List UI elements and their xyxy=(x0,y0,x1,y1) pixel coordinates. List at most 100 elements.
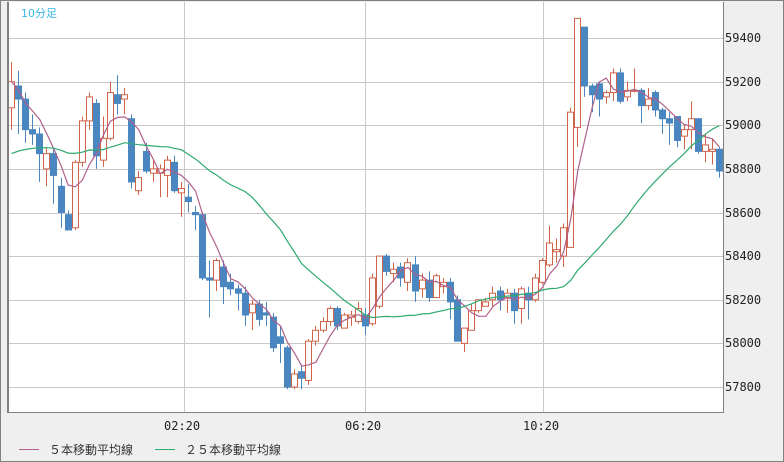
candle-down xyxy=(383,255,390,272)
candle-up xyxy=(178,188,185,194)
candle-down xyxy=(298,371,305,379)
candle-up xyxy=(532,277,539,301)
x-tick-label: 06:20 xyxy=(345,419,382,433)
candle-up xyxy=(681,129,688,137)
candle-down xyxy=(15,85,22,100)
candle-up xyxy=(461,327,468,344)
candle-up xyxy=(603,92,610,98)
candle-down xyxy=(227,281,234,290)
candle-up xyxy=(320,321,327,331)
ma5-swatch-icon xyxy=(19,449,39,450)
candle-down xyxy=(497,290,504,301)
candle-down xyxy=(397,266,404,279)
candle-up xyxy=(419,279,426,290)
candle-down xyxy=(242,292,249,316)
candle-up xyxy=(213,259,220,281)
candle-down xyxy=(659,109,666,120)
candle-up xyxy=(312,329,319,342)
candle-down xyxy=(93,102,100,157)
candle-up xyxy=(150,168,157,174)
candle-down xyxy=(589,85,596,96)
y-tick-label: 58400 xyxy=(725,249,762,264)
candle-up xyxy=(539,259,546,283)
candle-up xyxy=(709,148,716,152)
candle-down xyxy=(426,279,433,299)
ma25-line xyxy=(11,125,720,319)
candle-up xyxy=(475,299,482,312)
y-tick-label: 59000 xyxy=(725,118,762,133)
y-tick-label: 58000 xyxy=(725,336,762,351)
plot-area[interactable]: 10分足 xyxy=(7,2,724,413)
legend-ma5: ５本移動平均線 xyxy=(19,441,133,458)
candle-down xyxy=(716,148,723,172)
candle-up xyxy=(369,277,376,325)
candle-up xyxy=(433,275,440,299)
candle-down xyxy=(65,214,72,231)
x-tick-label: 02:20 xyxy=(164,419,201,433)
candle-up xyxy=(341,314,348,329)
candle-up xyxy=(624,89,631,98)
candle-down xyxy=(277,336,284,344)
legend-ma25-label: ２５本移動平均線 xyxy=(185,443,282,457)
candle-up xyxy=(518,288,525,309)
y-tick-label: 58200 xyxy=(725,292,762,307)
candle-up xyxy=(79,120,86,163)
candle-up xyxy=(560,227,567,257)
candle-up xyxy=(305,340,312,381)
candle-up xyxy=(546,242,553,266)
x-tick-label: 10:20 xyxy=(523,419,560,433)
candle-down xyxy=(192,212,199,216)
candle-up xyxy=(440,281,447,288)
candle-up xyxy=(9,81,15,109)
candle-down xyxy=(638,89,645,107)
candle-up xyxy=(610,72,617,94)
candle-up xyxy=(390,268,397,275)
candle-down xyxy=(454,299,461,342)
ma5-line xyxy=(11,77,720,367)
candle-up xyxy=(43,153,50,170)
candle-up xyxy=(327,307,334,323)
candle-down xyxy=(58,185,65,213)
candle-down xyxy=(199,214,206,279)
legend-ma25: ２５本移動平均線 xyxy=(155,441,281,458)
candle-up xyxy=(249,303,256,314)
candle-down xyxy=(36,133,43,155)
y-tick-label: 59200 xyxy=(725,74,762,89)
candle-down xyxy=(220,266,227,288)
candle-up xyxy=(164,159,171,176)
candle-up xyxy=(291,373,298,388)
ma25-swatch-icon xyxy=(155,449,175,450)
candle-up xyxy=(574,17,581,128)
candlestick-chart xyxy=(9,2,723,412)
candle-down xyxy=(617,72,624,102)
candle-down xyxy=(128,118,135,183)
candle-up xyxy=(688,118,695,131)
candle-up xyxy=(107,92,114,139)
candle-down xyxy=(412,264,419,292)
candle-up xyxy=(553,249,560,253)
candle-down xyxy=(114,94,121,104)
candle-up xyxy=(86,96,93,122)
candle-down xyxy=(511,292,518,312)
candle-down xyxy=(185,196,192,203)
candle-up xyxy=(567,111,574,248)
candle-down xyxy=(284,347,291,388)
candle-up xyxy=(376,255,383,307)
timeframe-label: 10分足 xyxy=(21,7,57,20)
candle-down xyxy=(666,118,673,124)
candle-down xyxy=(29,129,36,135)
candle-up xyxy=(404,262,411,283)
candle-up xyxy=(135,177,142,192)
candle-up xyxy=(489,292,496,301)
candle-down xyxy=(206,277,213,281)
candle-down xyxy=(270,316,277,349)
candle-up xyxy=(645,98,652,107)
y-tick-label: 59400 xyxy=(725,31,762,45)
candle-down xyxy=(581,26,588,87)
candle-down xyxy=(22,98,29,131)
candle-down xyxy=(674,116,681,142)
y-tick-label: 58600 xyxy=(725,205,762,220)
candle-down xyxy=(695,118,702,152)
candle-down xyxy=(171,161,178,192)
